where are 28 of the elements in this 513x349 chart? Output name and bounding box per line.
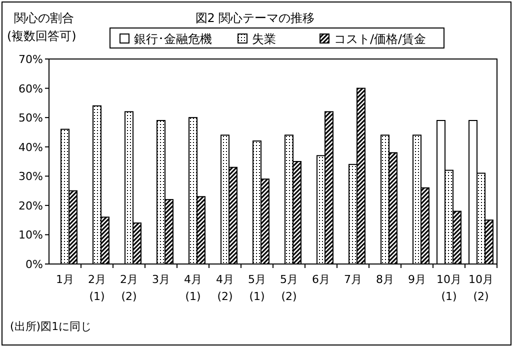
y-tick-label: 60% bbox=[18, 82, 43, 96]
chart-title: 図2 関心テーマの推移 bbox=[195, 11, 315, 25]
x-tick-label: 2月 (1) bbox=[88, 273, 106, 303]
y-tick-label: 70% bbox=[18, 53, 43, 66]
legend-label: コスト/価格/賃金 bbox=[334, 32, 426, 46]
x-tick-label: 7月 bbox=[344, 273, 362, 286]
legend-label: 銀行･金融危機 bbox=[134, 32, 212, 46]
x-tick-label: 6月 bbox=[312, 273, 330, 286]
x-tick-label: 5月 (2) bbox=[280, 273, 298, 303]
x-tick-label: 8月 bbox=[376, 273, 394, 286]
x-tick-label: 3月 bbox=[152, 273, 170, 286]
text: (出所)図1に同じ bbox=[10, 320, 92, 333]
y-tick-label: 50% bbox=[18, 112, 43, 125]
x-tick-label: 1月 bbox=[56, 273, 74, 286]
legend-label: 失業 bbox=[252, 32, 276, 46]
x-tick-label: 5月 (1) bbox=[248, 273, 266, 303]
y-tick-label: 10% bbox=[18, 228, 43, 242]
y-tick-label: 20% bbox=[18, 199, 43, 212]
y-tick-label: 40% bbox=[18, 140, 43, 154]
x-tick-label: 9月 bbox=[408, 273, 426, 286]
y-tick-label: 30% bbox=[18, 170, 43, 184]
x-tick-label: 2月 (2) bbox=[120, 273, 138, 303]
y-tick-label: 0% bbox=[26, 258, 43, 271]
x-tick-label: 10月 (1) bbox=[436, 273, 462, 303]
x-tick-label: 10月 (2) bbox=[468, 273, 494, 303]
y-axis-title: 関心の割合 (複数回答可) bbox=[7, 11, 76, 43]
x-tick-label: 4月 (2) bbox=[216, 273, 234, 303]
x-tick-label: 4月 (1) bbox=[184, 273, 202, 303]
